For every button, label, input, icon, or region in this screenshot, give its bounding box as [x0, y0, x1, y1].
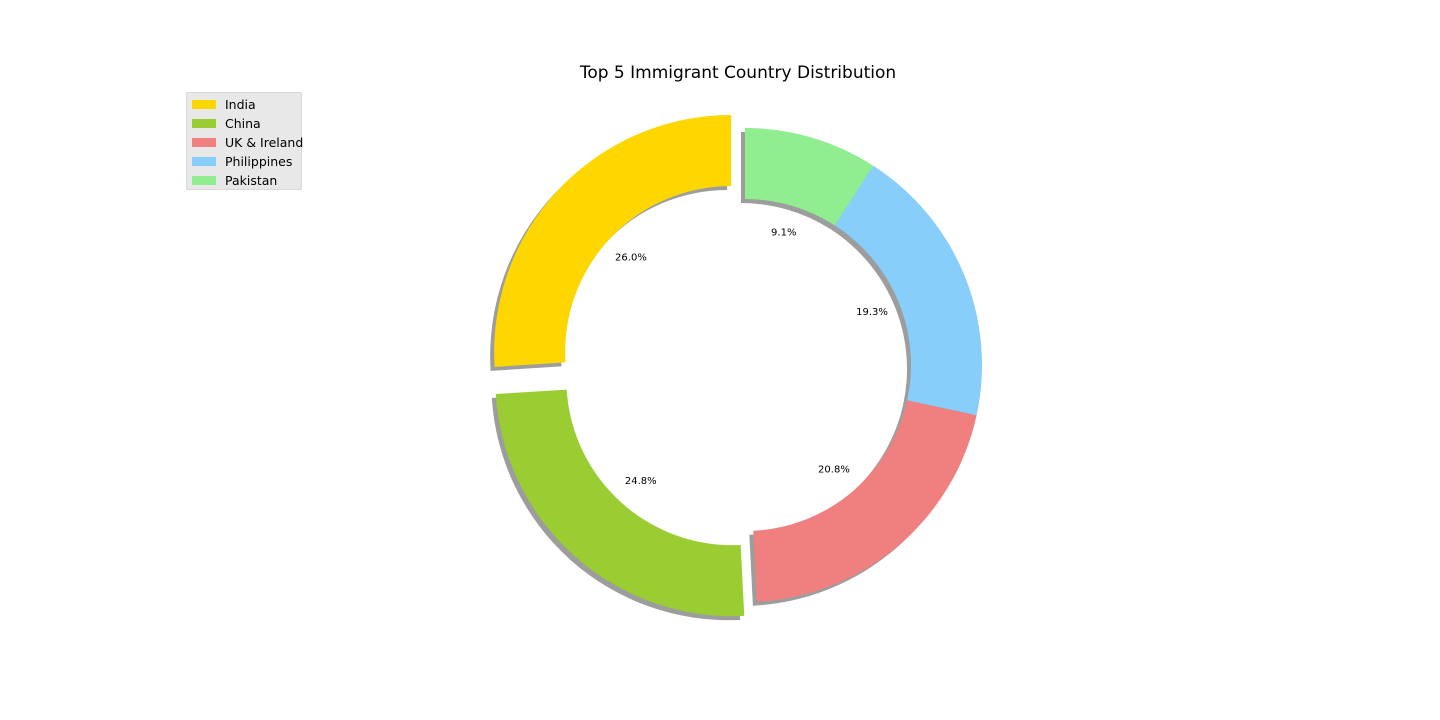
legend-item-uk-and-ireland: UK & Ireland	[191, 133, 304, 152]
percentage-labels: 26.0% 24.8% 20.8% 19.3% 9.1%	[615, 228, 888, 488]
slice-label-philippines: 19.3%	[856, 307, 888, 318]
slice-pakistan	[745, 128, 874, 226]
slice-india	[494, 114, 732, 367]
legend: India China UK & Ireland Philippines Pakista…	[186, 92, 304, 190]
legend-item-pakistan: Pakistan	[191, 171, 301, 190]
slices	[494, 114, 982, 617]
slice-philippines	[834, 165, 982, 416]
chart-title: Top 5 Immigrant Country Distribution	[579, 63, 897, 83]
slice-label-india: 26.0%	[615, 252, 647, 263]
legend-swatch	[192, 176, 216, 185]
slice-uk-and-ireland	[753, 400, 977, 602]
legend-item-india: India	[191, 95, 301, 114]
legend-label: Pakistan	[225, 173, 278, 188]
legend-label: China	[225, 116, 261, 131]
legend-item-philippines: Philippines	[191, 152, 301, 171]
legend-item-china: China	[191, 114, 301, 133]
legend-swatch	[192, 100, 216, 109]
slice-china	[495, 389, 745, 617]
slice-label-pakistan: 9.1%	[771, 228, 796, 239]
legend-label: UK & Ireland	[225, 135, 304, 150]
legend-swatch	[192, 138, 216, 147]
slice-label-china: 24.8%	[625, 476, 657, 487]
legend-label: Philippines	[225, 154, 293, 169]
legend-swatch	[192, 119, 216, 128]
slice-label-uk-and-ireland: 20.8%	[818, 464, 850, 475]
legend-label: India	[225, 97, 256, 112]
legend-swatch	[192, 157, 216, 166]
